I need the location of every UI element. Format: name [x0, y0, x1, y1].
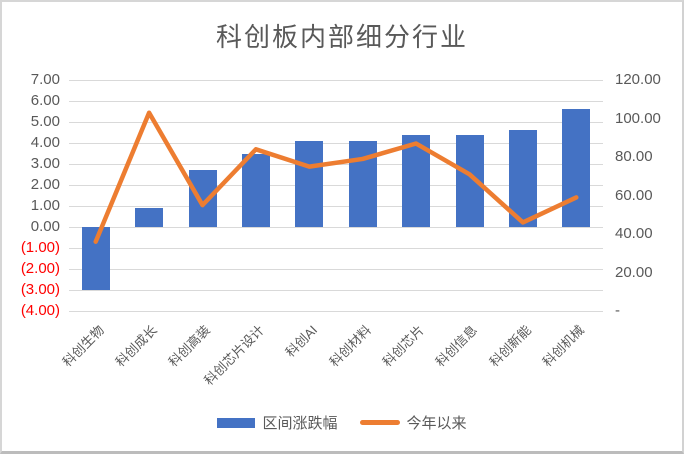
category-label-科创新能: 科创新能 — [486, 322, 534, 370]
category-label-科创高装: 科创高装 — [166, 322, 214, 370]
right-axis-tick-label: 80.00 — [615, 148, 653, 165]
right-axis-tick-label: 100.00 — [615, 109, 661, 127]
legend: 区间涨跌幅 今年以来 — [2, 412, 682, 433]
line-series-swatch-icon — [359, 420, 400, 425]
category-label-科创信息: 科创信息 — [433, 322, 481, 370]
bar-series-swatch-icon — [217, 417, 256, 428]
legend-label-bar-series: 区间涨跌幅 — [262, 415, 338, 432]
gridline — [69, 289, 603, 291]
left-axis-tick-label: (3.00) — [20, 281, 60, 298]
bar-科创信息[interactable] — [455, 134, 484, 227]
gridline — [69, 121, 603, 123]
right-axis-tick-label: 60.00 — [615, 186, 653, 204]
category-label-科创机械: 科创机械 — [539, 322, 588, 370]
bar-科创芯片[interactable] — [402, 134, 431, 227]
bar-科创成长[interactable] — [135, 208, 164, 227]
legend-item-bar-series[interactable]: 区间涨跌幅 — [217, 412, 338, 433]
left-axis-tick-label: 5.00 — [30, 113, 60, 130]
category-label-科创AI: 科创AI — [282, 322, 321, 360]
left-axis-tick-label: 6.00 — [30, 92, 60, 109]
left-axis-tick-label: (4.00) — [20, 302, 60, 319]
gridline — [69, 310, 603, 312]
right-axis-tick-label: 120.00 — [615, 71, 661, 88]
bar-科创AI[interactable] — [295, 140, 324, 227]
category-label-科创材料: 科创材料 — [326, 322, 374, 370]
gridline — [69, 247, 603, 249]
bar-科创机械[interactable] — [562, 109, 591, 227]
category-label-科创生物: 科创生物 — [59, 322, 107, 370]
left-axis-tick-label: 0.00 — [30, 218, 60, 235]
left-axis-tick-label: 3.00 — [30, 155, 60, 172]
bar-科创生物[interactable] — [81, 227, 110, 290]
legend-label-line-series: 今年以来 — [406, 415, 467, 432]
left-axis-tick-label: 7.00 — [30, 71, 60, 88]
line-series-path[interactable] — [93, 110, 579, 244]
bar-科创芯片设计[interactable] — [241, 153, 270, 227]
legend-item-line-series[interactable]: 今年以来 — [359, 412, 467, 433]
gridline — [69, 268, 603, 270]
gridline — [69, 100, 603, 102]
right-axis-tick-label: 20.00 — [615, 263, 653, 281]
left-axis-tick-label: (1.00) — [20, 239, 60, 256]
left-axis-tick-label: 2.00 — [30, 176, 60, 193]
right-axis-tick-label: 40.00 — [615, 225, 653, 242]
bar-科创高装[interactable] — [188, 170, 217, 227]
bar-科创新能[interactable] — [508, 130, 537, 227]
chart-title[interactable]: 科创板内部细分行业 — [215, 22, 468, 52]
left-axis-tick-label: 1.00 — [30, 197, 60, 214]
left-axis-tick-label: (2.00) — [20, 260, 60, 277]
right-axis-tick-label: - — [615, 302, 620, 319]
category-label-科创成长: 科创成长 — [112, 322, 161, 370]
left-axis-tick-label: 4.00 — [30, 134, 60, 151]
gridline — [69, 79, 603, 81]
category-label-科创芯片: 科创芯片 — [379, 322, 428, 370]
bar-科创材料[interactable] — [348, 140, 377, 227]
